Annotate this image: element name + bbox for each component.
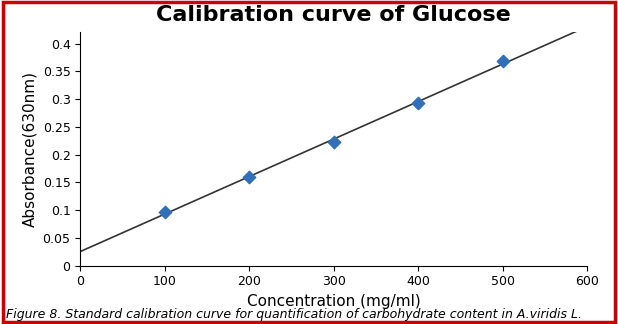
- Point: [160, 209, 170, 214]
- Y-axis label: Absorbance(630nm): Absorbance(630nm): [22, 71, 37, 227]
- X-axis label: Concentration (mg/ml): Concentration (mg/ml): [247, 294, 421, 309]
- Point: [413, 100, 423, 106]
- Point: [497, 59, 507, 64]
- Text: Figure 8. Standard calibration curve for quantification of carbohydrate content : Figure 8. Standard calibration curve for…: [6, 308, 582, 321]
- Title: Calibration curve of Glucose: Calibration curve of Glucose: [156, 5, 511, 25]
- Point: [329, 140, 339, 145]
- Point: [244, 174, 254, 179]
